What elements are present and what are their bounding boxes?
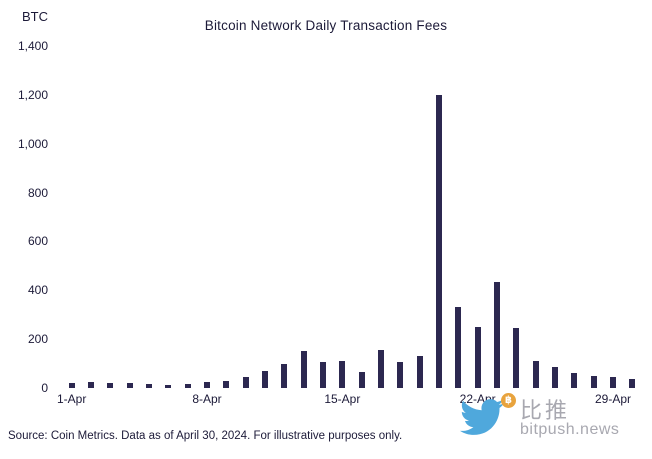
bar-5-Apr [145, 384, 152, 388]
bar-slot-27-Apr [565, 46, 584, 388]
bar-15-Apr [339, 361, 346, 388]
bar-10-Apr [242, 377, 249, 388]
bar-24-Apr [513, 328, 520, 388]
bar-slot-1-Apr [62, 46, 81, 388]
bar-16-Apr [358, 372, 365, 388]
bar-27-Apr [571, 373, 578, 388]
bird-logo-icon [460, 399, 504, 435]
bar-slot-23-Apr [487, 46, 506, 388]
bar-20-Apr [435, 94, 442, 388]
bar-slot-15-Apr [333, 46, 352, 388]
bar-13-Apr [300, 351, 307, 388]
plot-area [62, 46, 642, 388]
bar-3-Apr [107, 382, 114, 388]
y-tick-label-400: 400 [27, 283, 48, 298]
bar-slot-4-Apr [120, 46, 139, 388]
bar-6-Apr [165, 384, 172, 388]
bar-slot-6-Apr [159, 46, 178, 388]
bar-12-Apr [281, 363, 288, 388]
bar-slot-11-Apr [255, 46, 274, 388]
y-tick-label-1400: 1,400 [17, 39, 48, 53]
source-note: Source: Coin Metrics. Data as of April 3… [8, 430, 403, 442]
bar-slot-10-Apr [236, 46, 255, 388]
y-tick-label-800: 800 [27, 185, 48, 200]
bar-slot-30-Apr [623, 46, 642, 388]
bar-slot-9-Apr [217, 46, 236, 388]
bar-11-Apr [261, 370, 268, 388]
bar-14-Apr [319, 362, 326, 388]
bar-slot-5-Apr [139, 46, 158, 388]
y-tick-label-200: 200 [27, 332, 48, 347]
bar-18-Apr [397, 362, 404, 388]
bar-slot-12-Apr [275, 46, 294, 388]
watermark-chinese-text: 比推 [520, 398, 571, 423]
bar-4-Apr [126, 383, 133, 388]
bar-30-Apr [629, 379, 636, 388]
bar-23-Apr [493, 281, 500, 388]
x-tick-label-8-Apr: 8-Apr [192, 392, 222, 406]
bar-2-Apr [87, 381, 94, 388]
bar-slot-14-Apr [313, 46, 332, 388]
bar-26-Apr [551, 367, 558, 388]
y-tick-label-1200: 1,200 [17, 87, 48, 102]
y-tick-label-0: 0 [41, 381, 48, 395]
btc-coin-icon: ฿ [501, 393, 516, 408]
bar-slot-13-Apr [294, 46, 313, 388]
bar-slot-26-Apr [545, 46, 564, 388]
bar-9-Apr [223, 380, 230, 388]
bar-8-Apr [203, 381, 210, 388]
bar-slot-22-Apr [468, 46, 487, 388]
x-tick-label-29-Apr: 29-Apr [594, 392, 632, 406]
y-tick-label-600: 600 [27, 234, 48, 249]
bar-25-Apr [532, 361, 539, 388]
bar-slot-3-Apr [101, 46, 120, 388]
bar-slot-24-Apr [507, 46, 526, 388]
bar-1-Apr [68, 383, 75, 388]
bitpush-watermark: ฿ 比推 bitpush.news [460, 393, 638, 445]
bar-19-Apr [416, 356, 423, 388]
bar-slot-7-Apr [178, 46, 197, 388]
bar-slot-20-Apr [429, 46, 448, 388]
y-tick-label-1000: 1,000 [17, 136, 48, 151]
bar-28-Apr [590, 375, 597, 388]
bar-slot-29-Apr [603, 46, 622, 388]
y-axis-unit-label: BTC [22, 9, 48, 24]
bar-7-Apr [184, 383, 191, 388]
y-axis: 0 200 400 600 800 1,000 1,200 1,400 [0, 39, 48, 395]
bar-slot-28-Apr [584, 46, 603, 388]
x-axis: 1-Apr 8-Apr 15-Apr 22-Apr 29-Apr [57, 392, 642, 408]
bar-slot-18-Apr [391, 46, 410, 388]
bar-22-Apr [474, 326, 481, 388]
bar-slot-8-Apr [197, 46, 216, 388]
chart-title: Bitcoin Network Daily Transaction Fees [204, 18, 448, 33]
x-tick-label-1-Apr: 1-Apr [56, 392, 87, 406]
chart-body: 0 200 400 600 800 1,000 1,200 1,400 [0, 39, 652, 395]
bar-17-Apr [377, 350, 384, 388]
bar-29-Apr [609, 377, 616, 388]
bar-slot-16-Apr [352, 46, 371, 388]
bar-slot-25-Apr [526, 46, 545, 388]
bar-21-Apr [455, 307, 462, 388]
watermark-domain-text: bitpush.news [520, 421, 620, 438]
bar-slot-17-Apr [371, 46, 390, 388]
bar-slot-21-Apr [449, 46, 468, 388]
x-tick-label-15-Apr: 15-Apr [324, 392, 361, 406]
bar-slot-19-Apr [410, 46, 429, 388]
bar-slot-2-Apr [81, 46, 100, 388]
